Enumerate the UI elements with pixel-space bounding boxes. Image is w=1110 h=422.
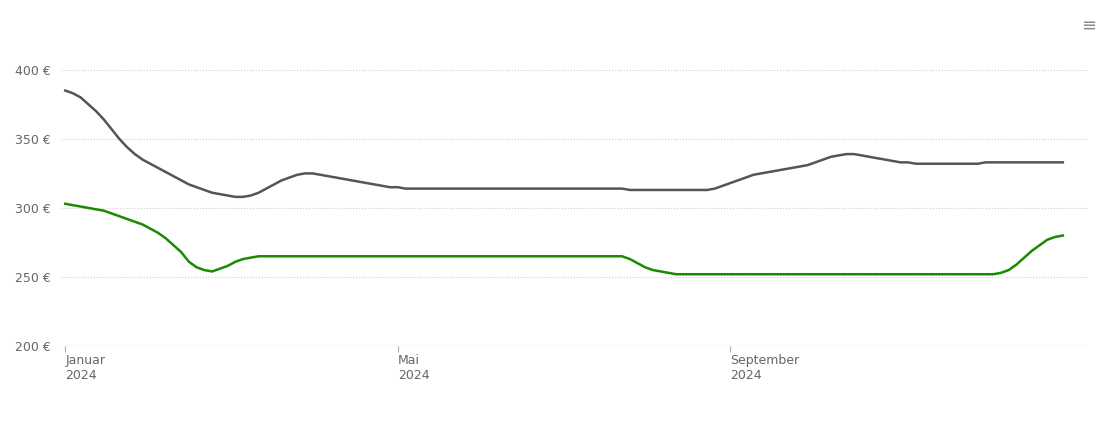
Text: ≡: ≡ — [1081, 17, 1097, 35]
